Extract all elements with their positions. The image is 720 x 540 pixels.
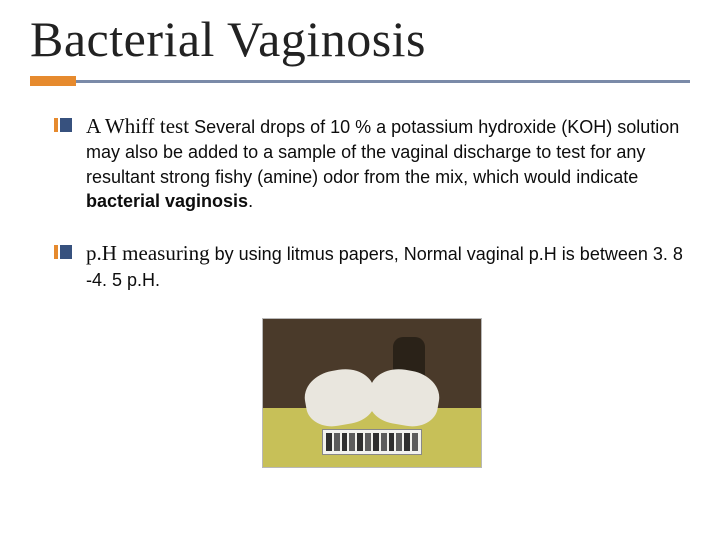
page-title: Bacterial Vaginosis xyxy=(30,10,690,68)
bullet-text: A Whiff test Several drops of 10 % a pot… xyxy=(86,112,690,213)
rule-line xyxy=(76,80,690,83)
slide: Bacterial Vaginosis A Whiff test Several… xyxy=(0,0,720,540)
bullet-icon xyxy=(54,118,72,132)
lead-phrase: A Whiff test xyxy=(86,114,189,138)
lead-phrase: p.H measuring xyxy=(86,241,210,265)
bullet-text: p.H measuring by using litmus papers, No… xyxy=(86,239,690,292)
list-item: A Whiff test Several drops of 10 % a pot… xyxy=(54,112,690,213)
title-rule xyxy=(30,76,690,86)
strong-term: bacterial vaginosis xyxy=(86,191,248,211)
bullet-icon xyxy=(54,245,72,259)
rule-accent xyxy=(30,76,76,86)
list-item: p.H measuring by using litmus papers, No… xyxy=(54,239,690,292)
photo-litmus-strip xyxy=(322,429,422,455)
body-text-tail: . xyxy=(248,191,253,211)
litmus-ph-test-photo xyxy=(262,318,482,468)
image-area xyxy=(54,318,690,468)
content-area: A Whiff test Several drops of 10 % a pot… xyxy=(30,112,690,468)
